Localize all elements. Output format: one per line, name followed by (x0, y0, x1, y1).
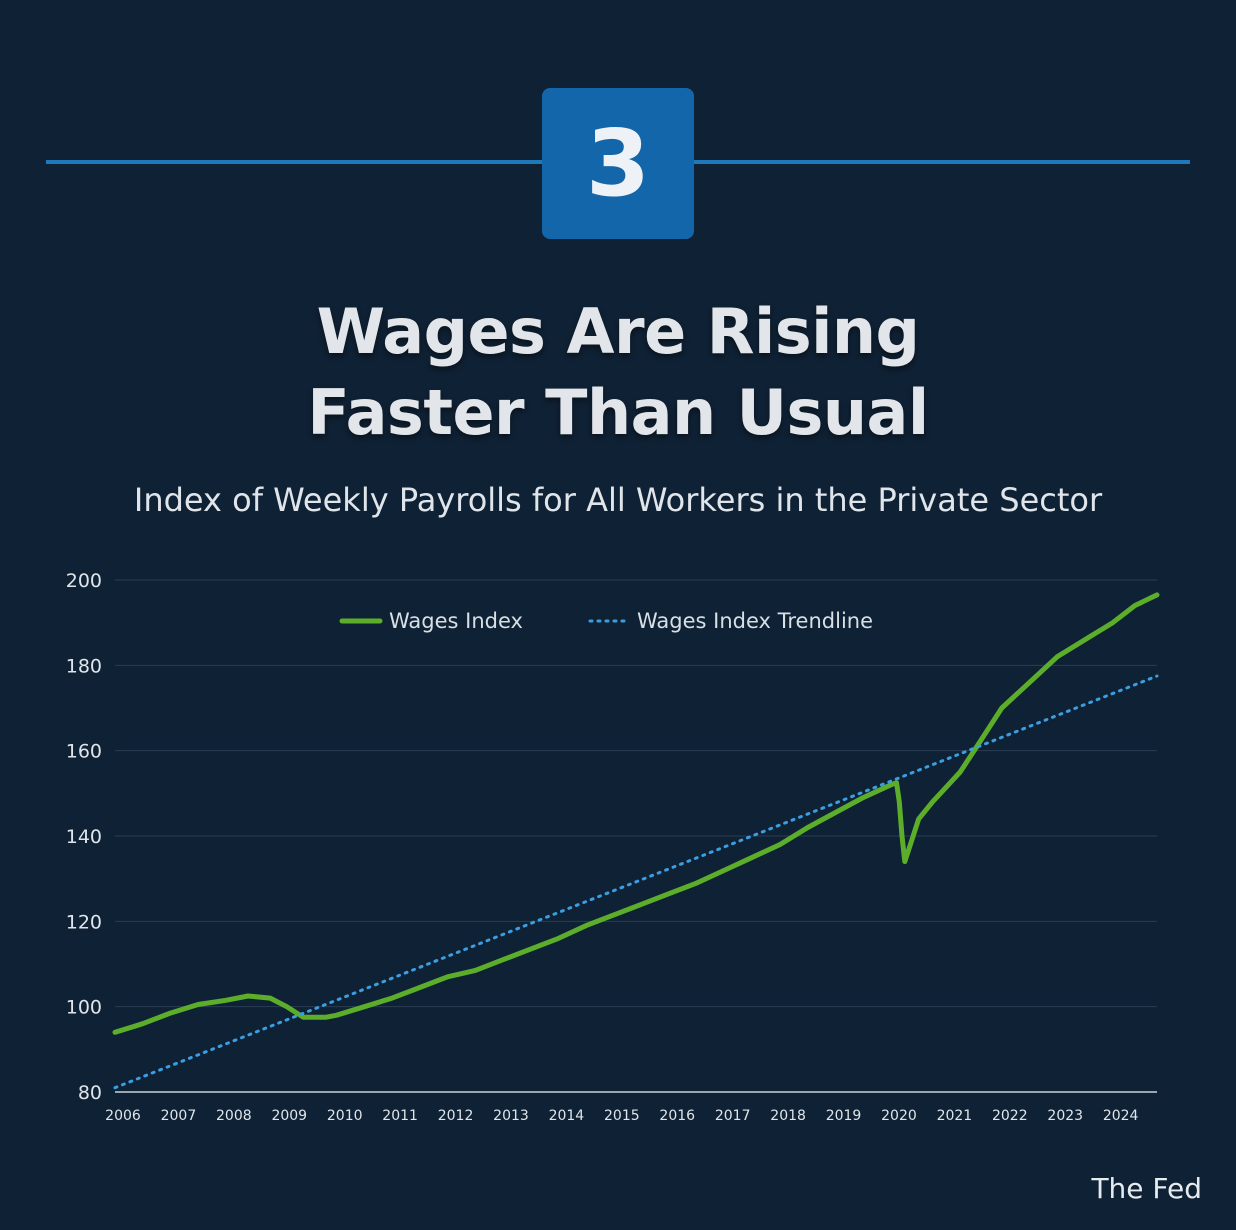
source-credit: The Fed (1091, 1172, 1202, 1205)
title-line-1: Wages Are Rising (316, 295, 920, 368)
x-tick-label-2010: 2010 (327, 1108, 363, 1124)
x-tick-label-2013: 2013 (493, 1108, 529, 1124)
x-tick-label-2007: 2007 (161, 1108, 197, 1124)
x-tick-label-2020: 2020 (881, 1108, 917, 1124)
trendline-series (113, 674, 1159, 1090)
x-tick-label-2023: 2023 (1047, 1108, 1083, 1124)
x-tick-label-2019: 2019 (826, 1108, 862, 1124)
y-axis-tick-labels: 80 100 120 140 160 180 200 (66, 570, 102, 1104)
title-line-2: Faster Than Usual (307, 376, 929, 449)
legend-label-trendline: Wages Index Trendline (637, 609, 873, 633)
x-tick-label-2011: 2011 (382, 1108, 418, 1124)
y-tick-label-100: 100 (66, 997, 102, 1019)
x-tick-label-2022: 2022 (992, 1108, 1028, 1124)
section-number-badge: 3 (542, 88, 694, 239)
y-tick-label-140: 140 (66, 826, 102, 848)
x-tick-label-2006: 2006 (105, 1108, 141, 1124)
chart-subtitle: Index of Weekly Payrolls for All Workers… (133, 481, 1103, 519)
y-tick-label-200: 200 (66, 570, 102, 592)
legend-label-wages-index: Wages Index (389, 609, 523, 633)
y-tick-label-80: 80 (78, 1082, 102, 1104)
gridlines (115, 579, 1157, 1093)
x-tick-label-2009: 2009 (271, 1108, 307, 1124)
header-rule-right (690, 160, 1190, 164)
x-tick-label-2024: 2024 (1103, 1108, 1139, 1124)
y-tick-label-160: 160 (66, 741, 102, 763)
series-lines (112, 592, 1160, 1090)
x-axis-tick-labels: 2006 2007 2008 2009 2010 2011 2012 2013 2014 2015… (105, 1108, 1138, 1124)
x-tick-label-2012: 2012 (438, 1108, 474, 1124)
wages-index-series (112, 592, 1160, 1035)
y-tick-label-120: 120 (66, 911, 102, 933)
x-tick-label-2016: 2016 (659, 1108, 695, 1124)
y-tick-label-180: 180 (66, 655, 102, 677)
x-tick-label-2008: 2008 (216, 1108, 252, 1124)
legend: Wages Index Wages Index Trendline (339, 609, 873, 633)
x-tick-label-2015: 2015 (604, 1108, 640, 1124)
x-tick-label-2014: 2014 (549, 1108, 585, 1124)
x-tick-label-2018: 2018 (770, 1108, 806, 1124)
x-tick-label-2017: 2017 (715, 1108, 751, 1124)
header-rule-left (46, 160, 546, 164)
x-tick-label-2021: 2021 (937, 1108, 973, 1124)
